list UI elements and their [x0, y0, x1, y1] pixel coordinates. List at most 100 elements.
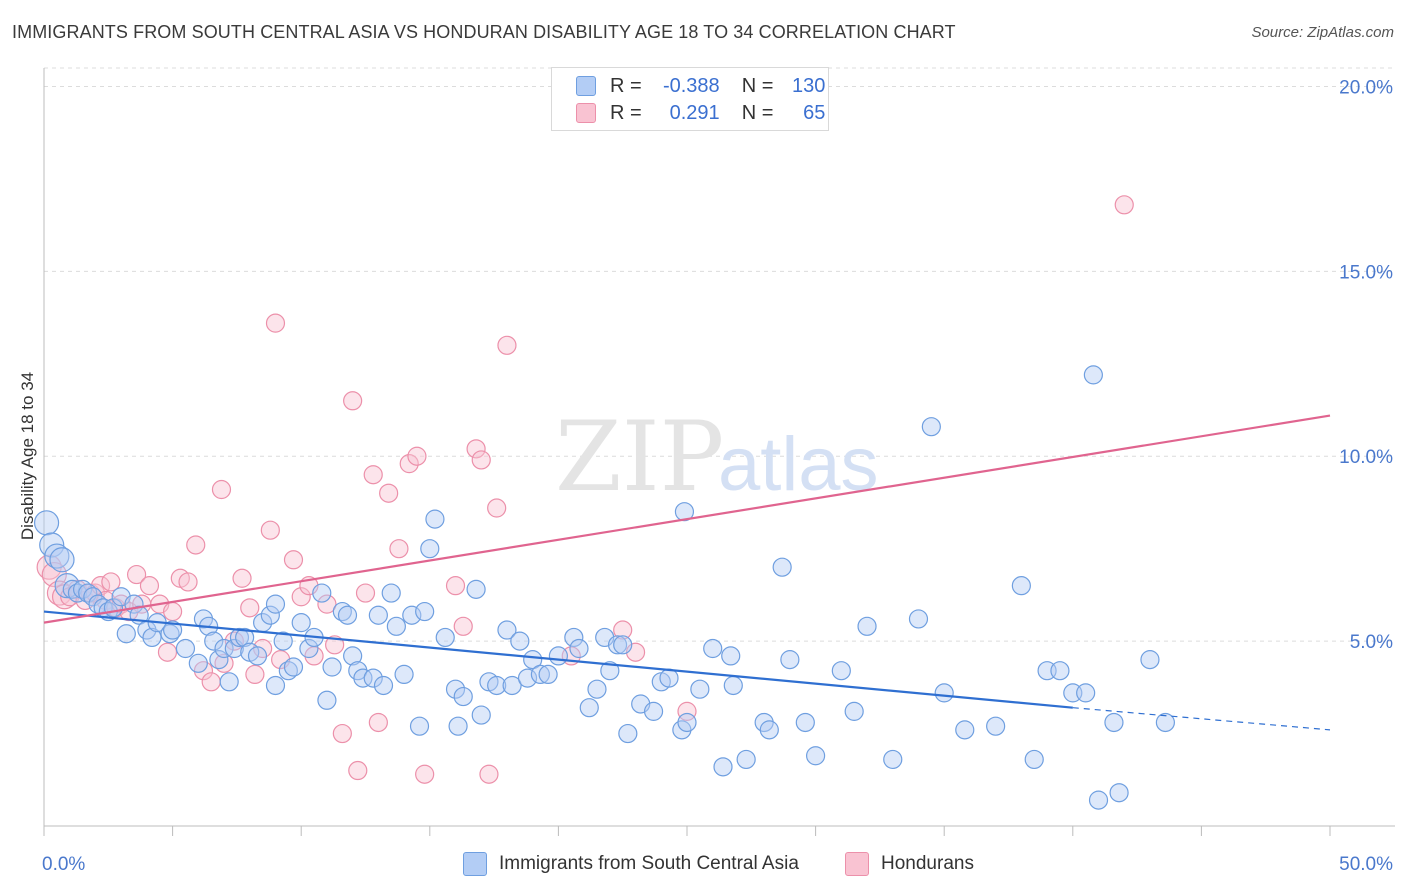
data-point: [1155, 712, 1175, 733]
data-point: [178, 572, 198, 592]
data-point: [126, 564, 147, 585]
data-point: [415, 601, 435, 622]
data-point: [209, 650, 229, 670]
data-point: [487, 498, 507, 518]
data-point: [471, 450, 491, 470]
y-tick-label: 20.0%: [1339, 77, 1393, 98]
data-point: [677, 701, 697, 721]
data-point: [62, 579, 82, 599]
series-hondurans: [36, 195, 1134, 784]
data-point: [389, 539, 409, 559]
data-point: [690, 679, 710, 699]
data-point: [517, 668, 538, 688]
data-point: [381, 583, 401, 603]
data-point: [219, 672, 239, 692]
data-point: [283, 657, 304, 677]
data-point: [44, 543, 70, 569]
data-point: [343, 391, 363, 411]
data-point: [163, 601, 183, 622]
legend-swatch-pink: [845, 852, 869, 876]
n-value-pink: 65: [803, 101, 826, 124]
data-point: [278, 661, 298, 681]
data-point: [265, 675, 286, 696]
legend-swatch-blue: [576, 76, 596, 96]
data-point: [721, 646, 741, 666]
data-point: [394, 664, 414, 685]
data-point: [502, 675, 522, 696]
data-point: [479, 764, 499, 784]
data-point: [229, 627, 250, 648]
data-point: [445, 679, 466, 699]
data-point: [409, 716, 430, 736]
data-point: [805, 746, 826, 766]
data-point: [466, 579, 486, 599]
data-point: [1088, 790, 1109, 810]
legend-item-hondurans[interactable]: Hondurans: [845, 852, 974, 876]
data-point: [142, 627, 162, 648]
data-point: [1076, 683, 1096, 703]
data-point: [379, 483, 399, 503]
data-point: [497, 335, 517, 355]
data-point: [337, 605, 358, 625]
y-tick-label: 15.0%: [1339, 262, 1393, 283]
data-point: [368, 605, 388, 625]
tick-labels: 5.0% 10.0% 15.0% 20.0% 0.0% 50.0%: [42, 77, 1393, 875]
data-point: [188, 653, 208, 673]
data-point: [322, 657, 342, 677]
x-tick-label-min: 0.0%: [42, 854, 85, 875]
data-point: [312, 583, 332, 603]
series-legend: Immigrants from South Central Asia Hondu…: [0, 852, 1406, 876]
data-point: [1140, 650, 1160, 670]
data-point: [466, 439, 486, 459]
data-point: [353, 668, 373, 688]
data-point: [175, 638, 196, 659]
data-point: [163, 620, 183, 640]
legend-swatch-blue: [463, 852, 487, 876]
data-point: [260, 605, 280, 625]
data-point: [407, 446, 427, 466]
data-point: [363, 465, 383, 485]
r-value-blue: -0.388: [662, 74, 720, 97]
data-point: [291, 613, 311, 633]
data-point: [674, 502, 695, 522]
data-point: [67, 583, 88, 603]
y-tick-label: 10.0%: [1339, 447, 1393, 468]
data-point: [283, 550, 304, 570]
x-tick-label-max: 50.0%: [1339, 854, 1393, 875]
data-point: [445, 576, 466, 596]
trend-line-hondurans: [43, 414, 1331, 624]
watermark-atlas: atlas: [718, 422, 879, 507]
data-point: [844, 701, 864, 721]
source-label: Source: ZipAtlas.com: [1251, 24, 1394, 41]
data-point: [1104, 712, 1124, 733]
grid-lines: [44, 67, 1395, 642]
data-point: [435, 627, 455, 648]
series-south-central-asia: [33, 365, 1175, 810]
r-label: R =: [610, 101, 642, 124]
trend-line-south-central-asia: [43, 610, 1073, 709]
data-point: [703, 638, 723, 659]
data-point: [579, 698, 599, 718]
data-point: [245, 664, 265, 685]
data-point: [139, 576, 160, 596]
data-point: [204, 631, 224, 651]
chart-title: IMMIGRANTS FROM SOUTH CENTRAL ASIA VS HO…: [12, 22, 956, 42]
data-point: [569, 638, 589, 659]
data-point: [54, 573, 80, 599]
data-point: [1114, 195, 1134, 215]
data-point: [453, 686, 473, 707]
data-point: [373, 675, 394, 696]
data-point: [538, 664, 558, 685]
data-point: [857, 616, 877, 636]
r-value-pink: 0.291: [669, 101, 720, 124]
data-point: [1050, 661, 1070, 681]
data-point: [355, 583, 376, 603]
data-point: [317, 690, 337, 710]
data-point: [934, 683, 954, 703]
data-point: [564, 627, 584, 648]
n-value-blue: 130: [792, 74, 826, 97]
data-point: [425, 509, 445, 529]
data-point: [607, 635, 628, 655]
legend-item-south-central-asia[interactable]: Immigrants from South Central Asia: [463, 852, 799, 876]
